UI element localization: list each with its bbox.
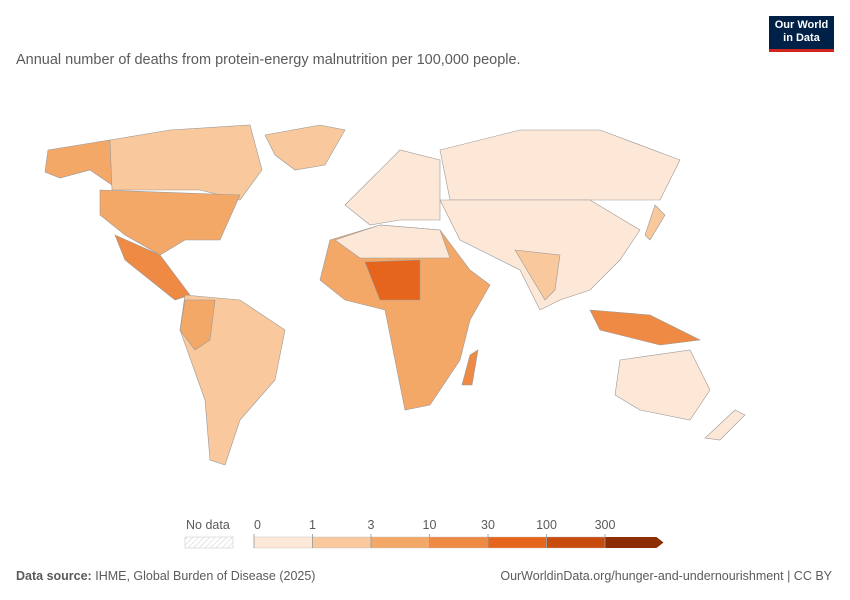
legend-swatch xyxy=(312,536,372,549)
legend-swatch xyxy=(429,536,489,549)
map: No data 0 1 3 10 30 100 300 xyxy=(44,124,746,549)
africa xyxy=(319,224,491,411)
legend: 0 1 3 10 30 100 300 xyxy=(253,518,664,549)
mexico xyxy=(114,234,191,301)
source-label: Data source: xyxy=(16,569,92,583)
canada xyxy=(109,124,263,201)
source: Data source: IHME, Global Burden of Dise… xyxy=(16,569,315,583)
legend-swatch xyxy=(605,537,664,548)
no-data-swatch xyxy=(184,536,234,549)
new-zealand xyxy=(704,409,746,441)
url[interactable]: OurWorldinData.org/hunger-and-undernouri… xyxy=(500,569,832,583)
no-data-label: No data xyxy=(186,518,230,532)
andes xyxy=(179,299,216,351)
india xyxy=(514,249,561,301)
legend-swatch xyxy=(253,536,313,549)
source-text: IHME, Global Burden of Disease (2025) xyxy=(95,569,316,583)
legend-tick-label: 100 xyxy=(536,518,557,532)
north-africa xyxy=(334,224,451,259)
legend-tick-label: 30 xyxy=(481,518,495,532)
legend-swatch xyxy=(487,536,547,549)
japan xyxy=(644,204,666,241)
legend-swatch xyxy=(370,536,430,549)
madagascar xyxy=(461,349,479,386)
russia xyxy=(439,129,681,201)
legend-tick-label: 0 xyxy=(254,518,261,532)
europe xyxy=(344,149,441,226)
usa xyxy=(99,189,241,256)
legend-tick-label: 1 xyxy=(309,518,316,532)
logo-line: Our World xyxy=(774,19,829,31)
sahel xyxy=(364,259,421,301)
countries xyxy=(44,124,746,466)
subtitle: Annual number of deaths from protein-ene… xyxy=(16,52,521,68)
legend-swatch xyxy=(546,536,606,549)
southeast-asia xyxy=(589,309,702,346)
legend-tick-label: 300 xyxy=(595,518,616,532)
legend-tick-label: 3 xyxy=(368,518,375,532)
alaska xyxy=(44,139,113,186)
greenland xyxy=(264,124,346,171)
logo-line: in Data xyxy=(783,32,820,44)
logo[interactable]: Our World in Data xyxy=(769,16,834,52)
legend-tick-label: 10 xyxy=(423,518,437,532)
australia xyxy=(614,349,711,421)
